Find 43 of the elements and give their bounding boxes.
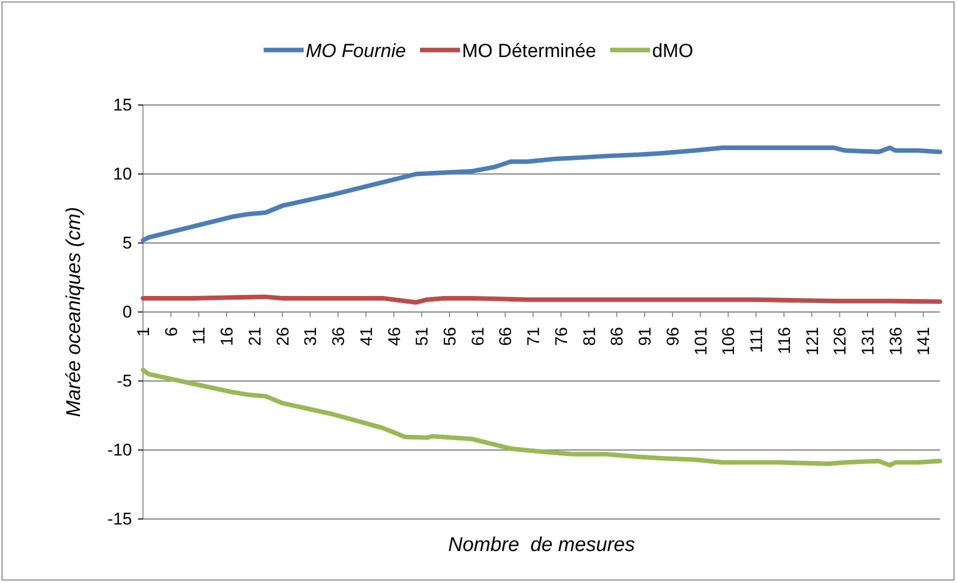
x-tick-label: 136 [886,327,906,356]
x-tick-label: 121 [802,327,822,356]
x-tick-label: 36 [329,327,348,346]
legend-label: MO Fournie [306,41,406,62]
x-tick-label: 141 [914,327,934,356]
x-tick-label: 61 [468,327,488,346]
legend-label: dMO [652,41,694,62]
x-tick-label: 116 [774,327,794,354]
legend-label: MO Déterminée [462,41,596,62]
x-tick-label: 91 [636,327,655,346]
x-tick-label: 41 [356,327,376,346]
y-tick-label: 5 [122,233,132,252]
x-tick-label: 26 [273,327,292,346]
x-tick-label: 76 [552,327,571,346]
x-tick-label: 71 [524,327,544,346]
x-tick-label: 16 [218,327,237,346]
line-series [140,146,942,242]
x-tick-label: 66 [496,327,516,346]
y-tick-label: 15 [113,95,132,114]
x-tick-label: 101 [691,327,710,356]
y-tick-label: -10 [107,440,132,460]
x-tick-label: 131 [858,327,878,356]
y-axis-title: Marée oceaniques (cm) [63,206,85,418]
x-tick-label: 126 [830,327,850,356]
x-tick-label: 6 [162,327,181,336]
x-tick-label: 96 [663,327,682,346]
y-tick-label: -5 [116,371,132,390]
x-tick-label: 1 [134,327,153,336]
x-tick-label: 51 [412,327,432,346]
x-tick-label: 11 [190,327,209,345]
x-tick-label: 31 [301,327,320,346]
y-tick-label: 0 [122,302,132,322]
x-tick-label: 86 [608,327,627,346]
line-series [140,368,942,468]
y-tick-label: 10 [113,164,132,184]
y-tick-label: -15 [107,509,132,528]
x-tick-label: 21 [245,327,264,346]
x-tick-label: 81 [580,327,599,346]
x-tick-label: 106 [719,327,738,356]
x-tick-label: 111 [747,327,766,353]
x-axis-title: Nombre de mesures [448,534,635,556]
x-tick-label: 56 [440,327,460,346]
x-tick-label: 46 [384,327,404,346]
